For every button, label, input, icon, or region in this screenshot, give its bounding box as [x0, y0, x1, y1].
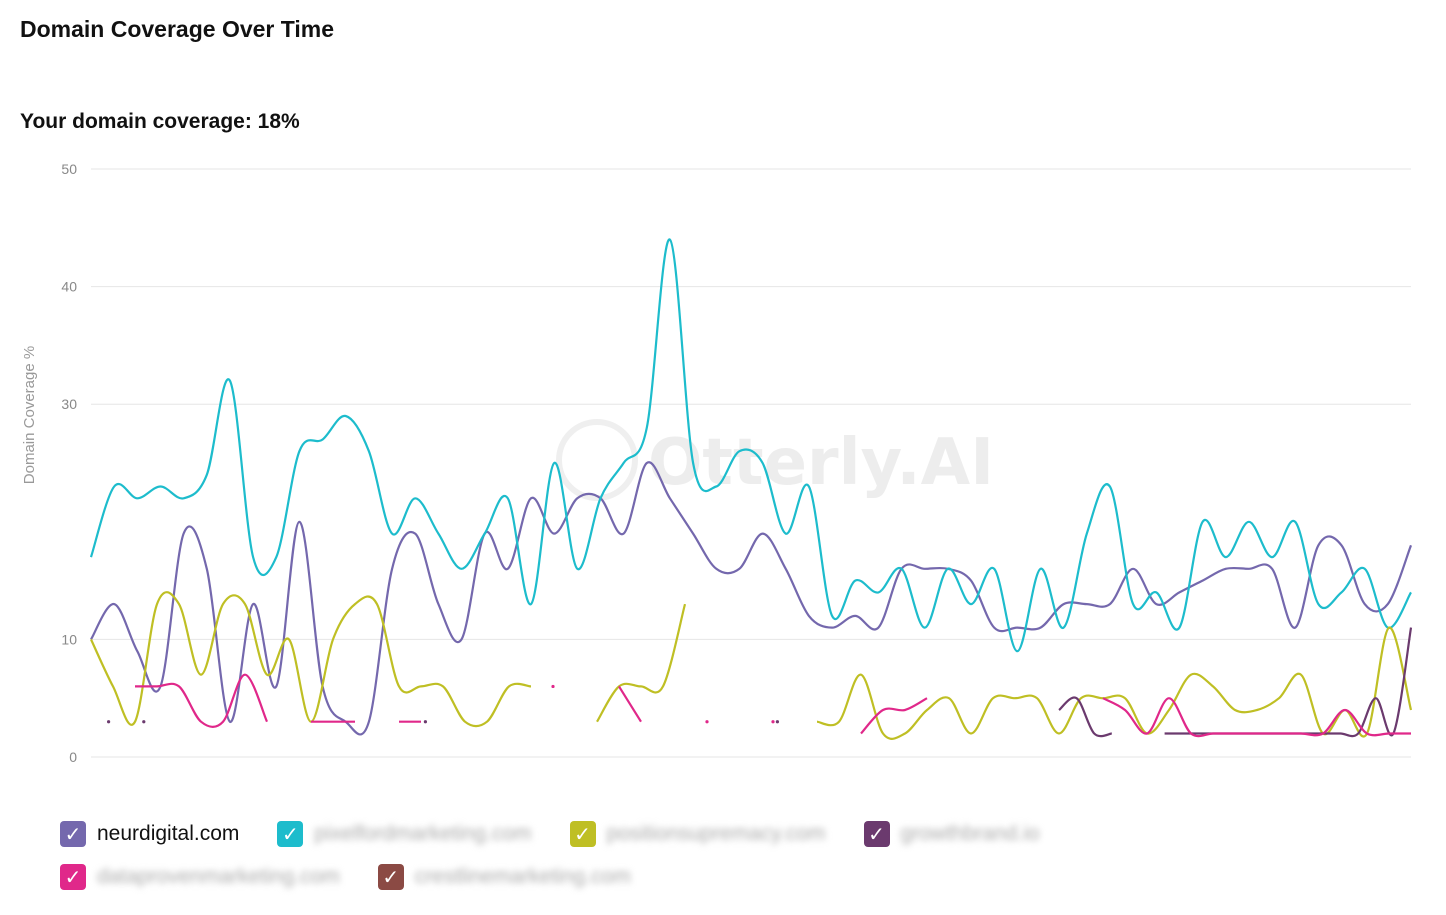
legend-checkbox-icon[interactable]: ✓	[863, 821, 890, 847]
legend-label: dataprovenmarketing.com	[97, 865, 340, 888]
y-tick-label: 30	[61, 396, 77, 412]
series-line	[90, 591, 532, 728]
chart-series	[89, 238, 1413, 740]
legend-label: pixelfordmarketing.com	[314, 822, 532, 845]
series-line	[816, 626, 1413, 740]
series-line	[89, 238, 1412, 653]
domain-coverage-chart: Otterly.AI 0 10 30 40 50 Domain Coverage %	[21, 161, 1413, 765]
series-point	[107, 720, 111, 724]
legend-item-5[interactable]: ✓ crestlinemarketing.com	[377, 864, 631, 890]
legend-label: growthbrand.io	[900, 822, 1040, 845]
legend-row: ✓ neurdigital.com ✓ pixelfordmarketing.com ✓…	[60, 816, 1260, 852]
otterly-watermark: Otterly.AI	[556, 419, 994, 501]
series-point	[705, 720, 709, 724]
series-point	[551, 684, 555, 689]
series-2	[90, 591, 1413, 740]
legend-row: ✓ dataprovenmarketing.com ✓ crestlinemarket…	[60, 859, 1260, 895]
series-line	[134, 673, 269, 728]
series-line	[1058, 696, 1112, 738]
legend-item-3[interactable]: ✓ growthbrand.io	[863, 821, 1040, 847]
coverage-summary: Your domain coverage: 18%	[20, 110, 300, 133]
y-axis-label: Domain Coverage %	[21, 346, 38, 484]
series-line	[618, 685, 642, 723]
series-1	[89, 238, 1412, 653]
chart-legend: ✓ neurdigital.com ✓ pixelfordmarketing.com ✓…	[60, 816, 1260, 902]
legend-checkbox-icon[interactable]: ✓	[377, 864, 404, 890]
legend-checkbox-icon[interactable]: ✓	[569, 821, 596, 847]
legend-item-1[interactable]: ✓ pixelfordmarketing.com	[277, 821, 532, 847]
legend-label: neurdigital.com	[97, 822, 240, 845]
legend-item-0[interactable]: ✓ neurdigital.com	[60, 821, 239, 847]
y-tick-label: 40	[61, 279, 77, 295]
series-line	[90, 461, 1413, 736]
legend-item-4[interactable]: ✓ dataprovenmarketing.com	[60, 864, 340, 890]
chart-gridlines	[91, 168, 1411, 758]
y-tick-label: 50	[61, 161, 77, 177]
page-title: Domain Coverage Over Time	[20, 16, 335, 42]
series-line	[596, 603, 687, 723]
series-point	[142, 720, 146, 724]
legend-checkbox-icon[interactable]: ✓	[60, 864, 86, 890]
y-axis-ticks: 0 10 30 40 50	[61, 161, 77, 765]
y-tick-label: 0	[69, 749, 77, 765]
y-tick-label: 10	[61, 631, 77, 647]
legend-checkbox-icon[interactable]: ✓	[60, 821, 86, 847]
legend-item-2[interactable]: ✓ positionsupremacy.com	[569, 821, 826, 847]
series-3	[107, 627, 1413, 738]
otter-logo-icon	[556, 419, 638, 501]
series-line	[1164, 627, 1413, 738]
legend-label: positionsupremacy.com	[606, 822, 826, 845]
watermark-text: Otterly.AI	[648, 426, 994, 500]
series-4	[134, 673, 1411, 738]
series-point	[775, 720, 780, 724]
series-line	[860, 697, 928, 735]
series-0	[90, 461, 1413, 736]
legend-label: crestlinemarketing.com	[414, 865, 631, 888]
series-point	[423, 720, 427, 724]
legend-checkbox-icon[interactable]: ✓	[277, 821, 304, 847]
series-point	[771, 720, 775, 724]
series-line	[1102, 697, 1411, 738]
